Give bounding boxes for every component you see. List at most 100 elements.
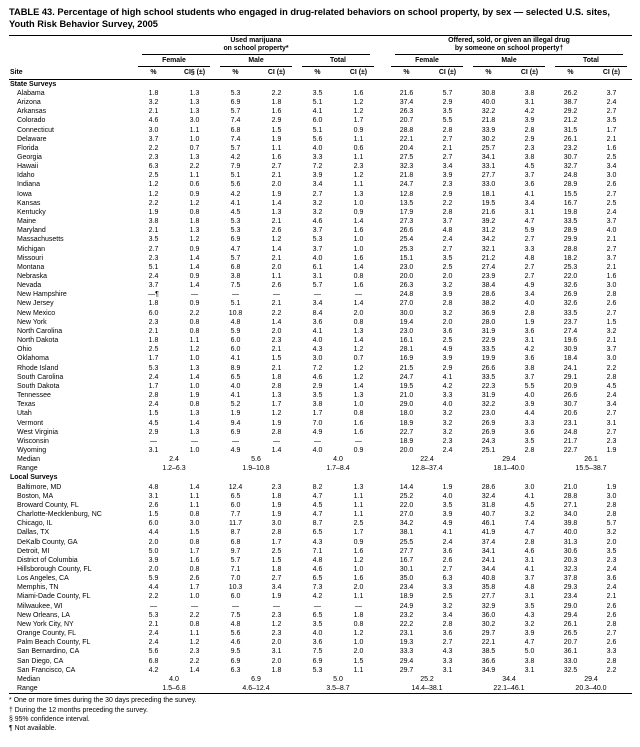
pct-cell: 2.9 xyxy=(312,382,323,390)
ci-cell: 1.1 xyxy=(189,172,200,180)
ci-cell: 2.3 xyxy=(189,648,200,656)
table-body: State Surveys Alabama 1.8 1.3 5.3 2.2 3.5 1.6 21… xyxy=(9,79,632,693)
ci-cell: 1.8 xyxy=(271,666,282,674)
pct-cell: 2.4 xyxy=(148,401,159,409)
ci-cell: 3.5 xyxy=(442,254,453,262)
pct-cell: 2.1 xyxy=(148,327,159,335)
pct-cell: 24.7 xyxy=(399,373,414,381)
pct-cell: 18.9 xyxy=(399,419,414,427)
ci-cell: 3.0 xyxy=(606,492,617,500)
ci-cell: 2.1 xyxy=(271,218,282,226)
pct-cell: 30.2 xyxy=(481,135,496,143)
data-table: Used marijuana on school property* Offer… xyxy=(9,34,632,695)
ci-cell: 1.2 xyxy=(353,630,364,638)
pct-cell: 28.0 xyxy=(481,318,496,326)
ci-cell: 1.4 xyxy=(189,419,200,427)
group-gap xyxy=(379,190,386,199)
pct-cell: 25.1 xyxy=(481,446,496,454)
ci-cell: 3.1 xyxy=(524,593,535,601)
ci-cell: 1.3 xyxy=(353,483,364,491)
pct-cell: 29.4 xyxy=(399,657,414,665)
summary-cell: 20.3–40.0 xyxy=(575,685,607,693)
pct-cell: 5.1 xyxy=(230,172,241,180)
ci-cell: 2.9 xyxy=(524,135,535,143)
ci-cell: 1.6 xyxy=(271,108,282,116)
ci-cell: 1.3 xyxy=(353,392,364,400)
pct-cell: 5.7 xyxy=(230,144,241,152)
site-name: Nevada xyxy=(17,282,42,290)
ci-cell: 2.8 xyxy=(606,291,617,299)
ci-cell: 5.5 xyxy=(442,117,453,125)
site-name: West Virginia xyxy=(17,428,58,436)
ci-cell: 3.7 xyxy=(524,172,535,180)
ci-cell: 1.1 xyxy=(353,153,364,161)
ci-cell: 3.3 xyxy=(442,657,453,665)
ci-cell: 2.8 xyxy=(271,428,282,436)
section-row: Local Surveys xyxy=(9,473,632,482)
pct-cell: 31.5 xyxy=(563,126,578,134)
site-name: Palm Beach County, FL xyxy=(17,639,91,647)
pct-cell: 2.5 xyxy=(148,346,159,354)
pct-cell: 33.1 xyxy=(481,163,496,171)
site-row: North Carolina 2.1 0.8 5.9 2.0 4.1 1.3 23.0 3.6 3… xyxy=(9,327,632,336)
pct-cell: 27.7 xyxy=(481,593,496,601)
ci-cell: 4.0 xyxy=(442,401,453,409)
ci-cell: 0.7 xyxy=(189,144,200,152)
site-name: Detroit, MI xyxy=(17,547,50,555)
pct-cell: 1.9 xyxy=(148,208,159,216)
ci-cell: 2.6 xyxy=(271,227,282,235)
pct-cell: 6.9 xyxy=(312,657,323,665)
pct-cell: 24.1 xyxy=(563,364,578,372)
pct-cell: 5.6 xyxy=(230,630,241,638)
ci-cell: 2.6 xyxy=(606,300,617,308)
pct-cell: 26.3 xyxy=(399,282,414,290)
pct-cell: 16.7 xyxy=(563,199,578,207)
ci-cell: 1.3 xyxy=(353,190,364,198)
ci-cell: 1.9 xyxy=(189,392,200,400)
pct-cell: 6.5 xyxy=(312,611,323,619)
site-row: Missouri 2.3 1.4 5.7 2.1 4.0 1.6 15.1 3.5 21.2 4.8… xyxy=(9,254,632,263)
site-name: North Dakota xyxy=(17,337,59,345)
ci-cell: 1.2 xyxy=(353,346,364,354)
site-row: New Hampshire —¶ — — — — — 24.8 3.9 28.6 3.4 26.9 2.… xyxy=(9,290,632,299)
ci-cell: 3.7 xyxy=(606,89,617,97)
ci-cell: 3.4 xyxy=(606,401,617,409)
ci-cell: 2.4 xyxy=(442,538,453,546)
pct-cell: 28.6 xyxy=(481,483,496,491)
ci-cell: 2.2 xyxy=(189,657,200,665)
site-row: Chicago, IL 6.0 3.0 11.7 3.0 8.7 2.5 34.2 4.9 46.… xyxy=(9,519,632,528)
pct-cell: 5.3 xyxy=(148,611,159,619)
pct-cell: 30.8 xyxy=(481,89,496,97)
ci-cell: 4.1 xyxy=(442,373,453,381)
ci-cell: 3.8 xyxy=(524,364,535,372)
ci-cell: 3.2 xyxy=(524,511,535,519)
site-name: South Carolina xyxy=(17,373,64,381)
pct-cell: 5.7 xyxy=(230,108,241,116)
footnote: * One or more times during the 30 days p… xyxy=(9,697,197,705)
pct-cell: 23.2 xyxy=(563,144,578,152)
pct-cell: 3.7 xyxy=(148,135,159,143)
ci-cell: 3.7 xyxy=(442,218,453,226)
pct-cell: 1.5 xyxy=(148,511,159,519)
pct-cell: 34.1 xyxy=(481,153,496,161)
pct-cell: 4.5 xyxy=(148,419,159,427)
pct-cell: 22.1 xyxy=(399,135,414,143)
site-name: Wyoming xyxy=(17,446,47,454)
pct-cell: 8.7 xyxy=(230,529,241,537)
site-row: Utah 1.5 1.3 1.9 1.2 1.7 0.8 18.0 3.2 23.0 4.4 20.6… xyxy=(9,409,632,418)
ci-cell: 4.9 xyxy=(442,346,453,354)
ci-cell: 3.1 xyxy=(524,208,535,216)
ci-cell: 2.9 xyxy=(271,117,282,125)
ci-cell: 3.6 xyxy=(524,181,535,189)
pct-cell: — xyxy=(314,602,321,610)
site-row: Connecticut 3.0 1.1 6.8 1.5 5.1 0.9 28.8 2.8 33.9… xyxy=(9,126,632,135)
site-row: North Dakota 1.8 1.1 6.0 2.3 4.0 1.4 16.1 2.5 22.… xyxy=(9,336,632,345)
pct-cell: 7.2 xyxy=(312,163,323,171)
pct-cell: 26.6 xyxy=(563,392,578,400)
group-gap xyxy=(379,547,386,556)
group-gap xyxy=(379,409,386,418)
ci-cell: 1.1 xyxy=(189,501,200,509)
pct-cell: 28.6 xyxy=(481,291,496,299)
ci-cell: 2.6 xyxy=(442,556,453,564)
site-name: Indiana xyxy=(17,181,40,189)
